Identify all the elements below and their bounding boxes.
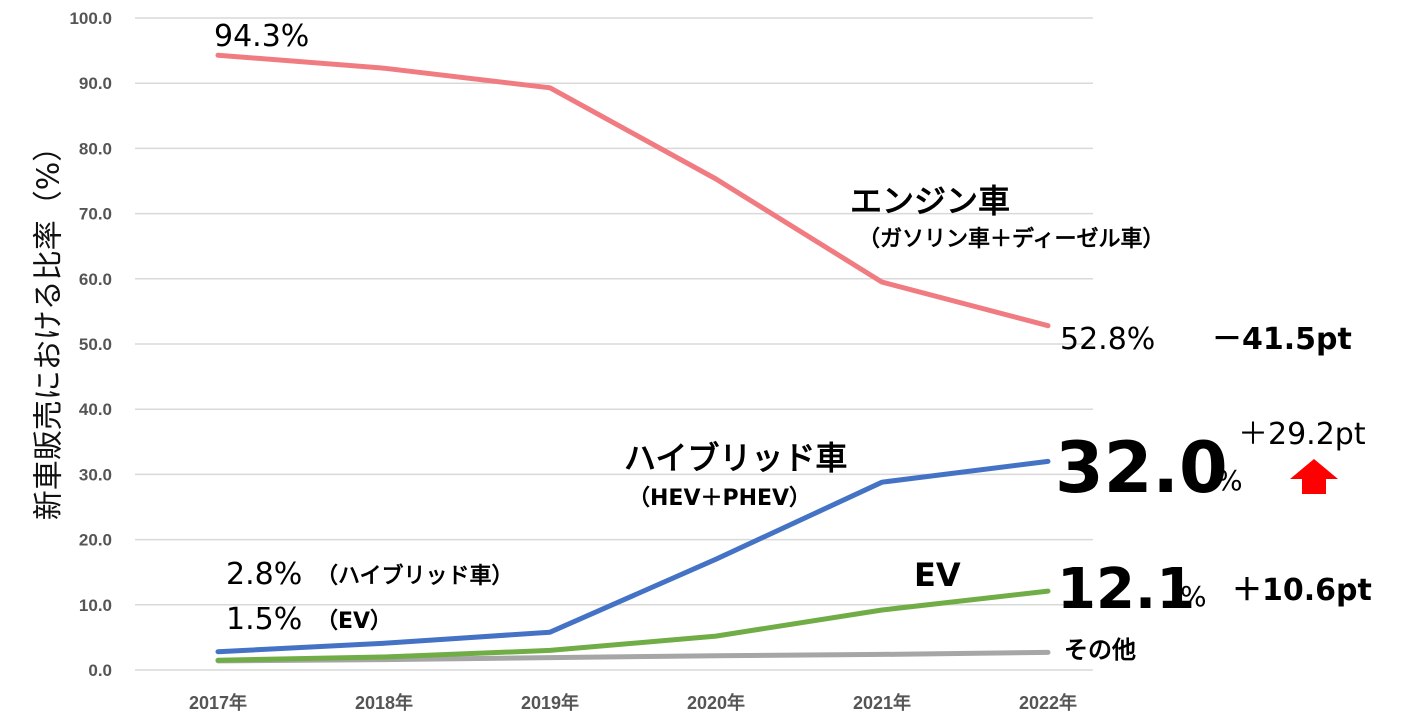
engine-end-label: 52.8% (1060, 322, 1155, 357)
ev-start-note: （EV） (316, 609, 392, 634)
y-tick-label: 90.0 (79, 74, 112, 93)
y-tick-label: 70.0 (79, 205, 112, 224)
y-tick-label: 80.0 (79, 139, 112, 158)
other-series-name: その他 (1064, 636, 1136, 664)
x-tick-label: 2022年 (1019, 692, 1077, 713)
y-tick-label: 0.0 (88, 661, 112, 680)
x-tick-label: 2019年 (521, 692, 579, 713)
x-tick-label: 2018年 (355, 692, 413, 713)
series-line-1 (215, 458, 1051, 655)
ev-change-label: ＋10.6pt (1232, 573, 1372, 608)
x-tick-label: 2021年 (853, 692, 911, 713)
engine-change-label: －41.5pt (1212, 322, 1352, 357)
ev-end-value: 12.1 (1057, 557, 1195, 622)
hybrid-end-value: 32.0 (1055, 427, 1228, 509)
y-axis-label: 新車販売における比率（%） (32, 132, 67, 521)
ev-end-unit: % (1180, 580, 1207, 613)
y-tick-label: 100.0 (69, 9, 112, 28)
y-tick-label: 30.0 (79, 465, 112, 484)
series-lines (215, 52, 1051, 664)
engine-series-name: エンジン車 (850, 182, 1010, 220)
up-arrow-icon (1290, 459, 1338, 494)
x-tick-label: 2017年 (189, 692, 247, 713)
y-tick-label: 50.0 (79, 335, 112, 354)
hybrid-start-note: （ハイブリッド車） (316, 563, 514, 589)
x-tick-label: 2020年 (687, 692, 745, 713)
series-line-2 (215, 588, 1051, 663)
hybrid-start-label: 2.8% (226, 557, 302, 592)
engine-start-label: 94.3% (214, 19, 309, 54)
series-line-0 (215, 52, 1051, 329)
hybrid-change-label: ＋29.2pt (1238, 417, 1366, 452)
hybrid-series-subtitle: （HEV＋PHEV） (628, 486, 811, 511)
y-tick-label: 10.0 (79, 596, 112, 615)
x-axis-ticks: 2017年 2018年 2019年 2020年 2021年 2022年 (189, 692, 1077, 713)
y-tick-label: 20.0 (79, 531, 112, 550)
ev-series-name: EV (914, 556, 961, 594)
gridlines (135, 17, 1093, 671)
hybrid-end-unit: % (1216, 464, 1243, 497)
engine-series-subtitle: （ガソリン車＋ディーゼル車） (858, 226, 1164, 252)
y-axis-ticks: 0.0 10.0 20.0 30.0 40.0 50.0 60.0 70.0 80.0 90.0 1… (69, 9, 112, 680)
y-tick-label: 60.0 (79, 270, 112, 289)
hybrid-series-name: ハイブリッド車 (624, 439, 847, 477)
y-tick-label: 40.0 (79, 400, 112, 419)
ev-start-label: 1.5% (226, 602, 302, 637)
